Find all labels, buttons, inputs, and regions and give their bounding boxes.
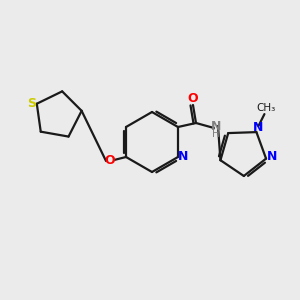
Text: H: H	[212, 129, 220, 139]
Text: O: O	[105, 154, 115, 167]
Text: CH₃: CH₃	[257, 103, 276, 113]
Text: N: N	[253, 121, 264, 134]
Text: N: N	[211, 119, 221, 133]
Text: N: N	[267, 150, 277, 163]
Text: N: N	[178, 151, 188, 164]
Text: O: O	[188, 92, 198, 106]
Text: S: S	[27, 97, 36, 110]
